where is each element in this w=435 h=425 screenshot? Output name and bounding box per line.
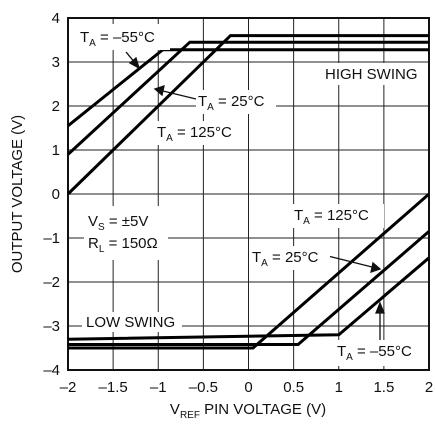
x-tick-labels: –2 –1.5 –1 –0.5 0 0.5 1 1.5 2: [60, 379, 434, 396]
annotation-arrows: [125, 51, 385, 340]
ann-bg-ta-25-top: [196, 90, 276, 114]
annotation-ta-m55-top: TA = –55°C: [80, 29, 155, 49]
y-tick-label: –4: [43, 362, 60, 379]
ann-bg-conditions: [84, 206, 168, 260]
y-tick-label: 0: [52, 186, 60, 203]
x-tick-label: 0.5: [283, 379, 304, 396]
x-tick-label: 2: [425, 379, 433, 396]
y-tick-label: 2: [52, 98, 60, 115]
annotation-ta-25-top: TA = 25°C: [198, 93, 265, 113]
x-tick-label: 1: [335, 379, 343, 396]
y-tick-label: –1: [43, 230, 60, 247]
arrowhead-ta-m55-top: [128, 56, 141, 70]
series-low-55C: [67, 256, 430, 341]
y-tick-label: 1: [52, 142, 60, 159]
y-tick-label: 3: [52, 54, 60, 71]
ann-bg-ta-25-bot: [250, 246, 330, 270]
arrowhead-ta-25-bot: [370, 261, 382, 273]
arrowhead-ta-m55-bot: [375, 301, 385, 314]
annotation-ta-125-top: TA = 125°C: [157, 124, 232, 144]
leader-ta-25-bot: [327, 255, 373, 268]
series-layer: [66, 34, 430, 350]
annotation-rl: RL = 150Ω: [88, 235, 158, 255]
series-high-125C: [66, 34, 429, 196]
ann-bg-high-swing: [320, 63, 424, 85]
y-tick-label: 4: [52, 10, 60, 27]
leader-ta-25-top: [162, 90, 197, 100]
series-low-25C: [68, 230, 430, 346]
series-high-25C: [66, 40, 429, 156]
annotation-vs: VS = ±5V: [88, 213, 148, 233]
x-tick-label: 1.5: [373, 379, 394, 396]
x-tick-label: 0: [244, 379, 252, 396]
annotation-ta-25-bot: TA = 25°C: [252, 249, 319, 269]
y-tick-label: –2: [43, 274, 60, 291]
series-low-125C: [68, 192, 430, 350]
ann-bg-low-swing: [82, 312, 182, 332]
annotation-ta-m55-bot: TA = –55°C: [337, 343, 412, 363]
annotation-low-swing: LOW SWING: [86, 314, 175, 331]
annotation-ta-125-bot: TA = 125°C: [294, 207, 369, 227]
y-axis-label: OUTPUT VOLTAGE (V): [9, 115, 26, 273]
x-tick-label: –2: [60, 379, 77, 396]
x-axis-label: VREF PIN VOLTAGE (V): [170, 401, 326, 421]
annotation-high-swing: HIGH SWING: [325, 66, 418, 83]
x-tick-label: –1.5: [99, 379, 128, 396]
y-tick-label: –3: [43, 318, 60, 335]
ann-bg-ta-125-top: [156, 121, 242, 145]
ann-bg-ta-m55-bot: [334, 340, 426, 366]
x-tick-label: –0.5: [189, 379, 218, 396]
x-tick-label: –1: [150, 379, 167, 396]
ann-bg-ta-m55-top: [78, 24, 170, 50]
arrowhead-ta-25-top: [153, 85, 165, 97]
y-tick-labels: 4 3 2 1 0 –1 –2 –3 –4: [43, 10, 60, 379]
ann-bg-ta-125-bot: [292, 204, 384, 228]
